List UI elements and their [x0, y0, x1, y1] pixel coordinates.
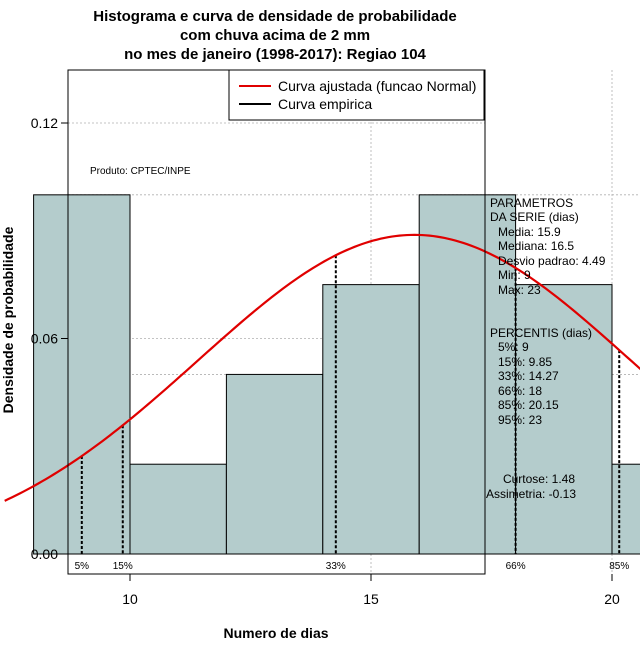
histogram-bar — [322, 284, 420, 555]
legend-label-fitted: Curva ajustada (funcao Normal) — [278, 78, 476, 94]
histogram-bar — [611, 463, 640, 555]
bars-layer — [33, 194, 640, 555]
assimetria: Assimetria: -0.13 — [486, 487, 576, 501]
percentil-95: 95%: 23 — [498, 413, 542, 427]
percentil-15: 15%: 9.85 — [498, 355, 552, 369]
legend: Curva ajustada (funcao Normal) Curva emp… — [228, 69, 485, 121]
y-axis-label: Densidade de probabilidade — [0, 226, 16, 413]
percentile-label: 5% — [75, 561, 90, 572]
percentile-markers: 5%15%33%66%85%95% — [75, 255, 629, 572]
percentil-85: 85%: 20.15 — [498, 398, 559, 412]
x-tick-label: 20 — [604, 591, 620, 607]
chart-title-line-1: Histograma e curva de densidade de proba… — [93, 8, 456, 25]
x-axis-label: Numero de dias — [223, 625, 328, 641]
fitted-normal-curve — [4, 233, 640, 502]
y-tick-label: 0.06 — [31, 330, 58, 346]
y-tick-label: 0.12 — [31, 115, 58, 131]
x-tick-label: 10 — [122, 591, 138, 607]
x-tick-label: 15 — [363, 591, 379, 607]
chart-title-line-3: no mes de janeiro (1998-2017): Regiao 10… — [124, 46, 426, 63]
param-header-2: DA SERIE (dias) — [490, 210, 579, 224]
histogram-bar — [33, 194, 131, 555]
param-media: Media: 15.9 — [498, 225, 561, 239]
percentile-label: 33% — [326, 561, 346, 572]
param-desvio: Desvio padrao: 4.49 — [498, 254, 606, 268]
percentil-5: 5%: 9 — [498, 340, 529, 354]
param-min: Min: 9 — [498, 268, 531, 282]
percentile-label: 15% — [113, 561, 133, 572]
percentile-label: 85% — [609, 561, 629, 572]
histogram-bar — [225, 373, 324, 555]
histogram-bar — [129, 463, 227, 555]
curtose: Curtose: 1.48 — [503, 472, 575, 486]
histogram-bar — [418, 194, 517, 555]
legend-label-empirical: Curva empirica — [278, 96, 372, 112]
percentil-66: 66%: 18 — [498, 384, 542, 398]
param-mediana: Mediana: 16.5 — [498, 239, 574, 253]
stats-panel: PARAMETROS DA SERIE (dias) Media: 15.9 M… — [486, 196, 606, 501]
percentile-label: 66% — [506, 561, 526, 572]
percentil-33: 33%: 14.27 — [498, 369, 559, 383]
y-tick-label: 0.00 — [31, 546, 58, 562]
fitted-curve-layer — [4, 233, 640, 502]
produto-label: Produto: CPTEC/INPE — [90, 166, 191, 177]
legend-box — [228, 69, 485, 121]
param-header-1: PARAMETROS — [490, 196, 573, 210]
percentis-header: PERCENTIS (dias) — [490, 326, 592, 340]
param-max: Max: 23 — [498, 283, 541, 297]
chart-title-line-2: com chuva acima de 2 mm — [180, 27, 370, 44]
axes-layer: 10 15 20 0.00 0.06 0.12 — [31, 115, 620, 607]
